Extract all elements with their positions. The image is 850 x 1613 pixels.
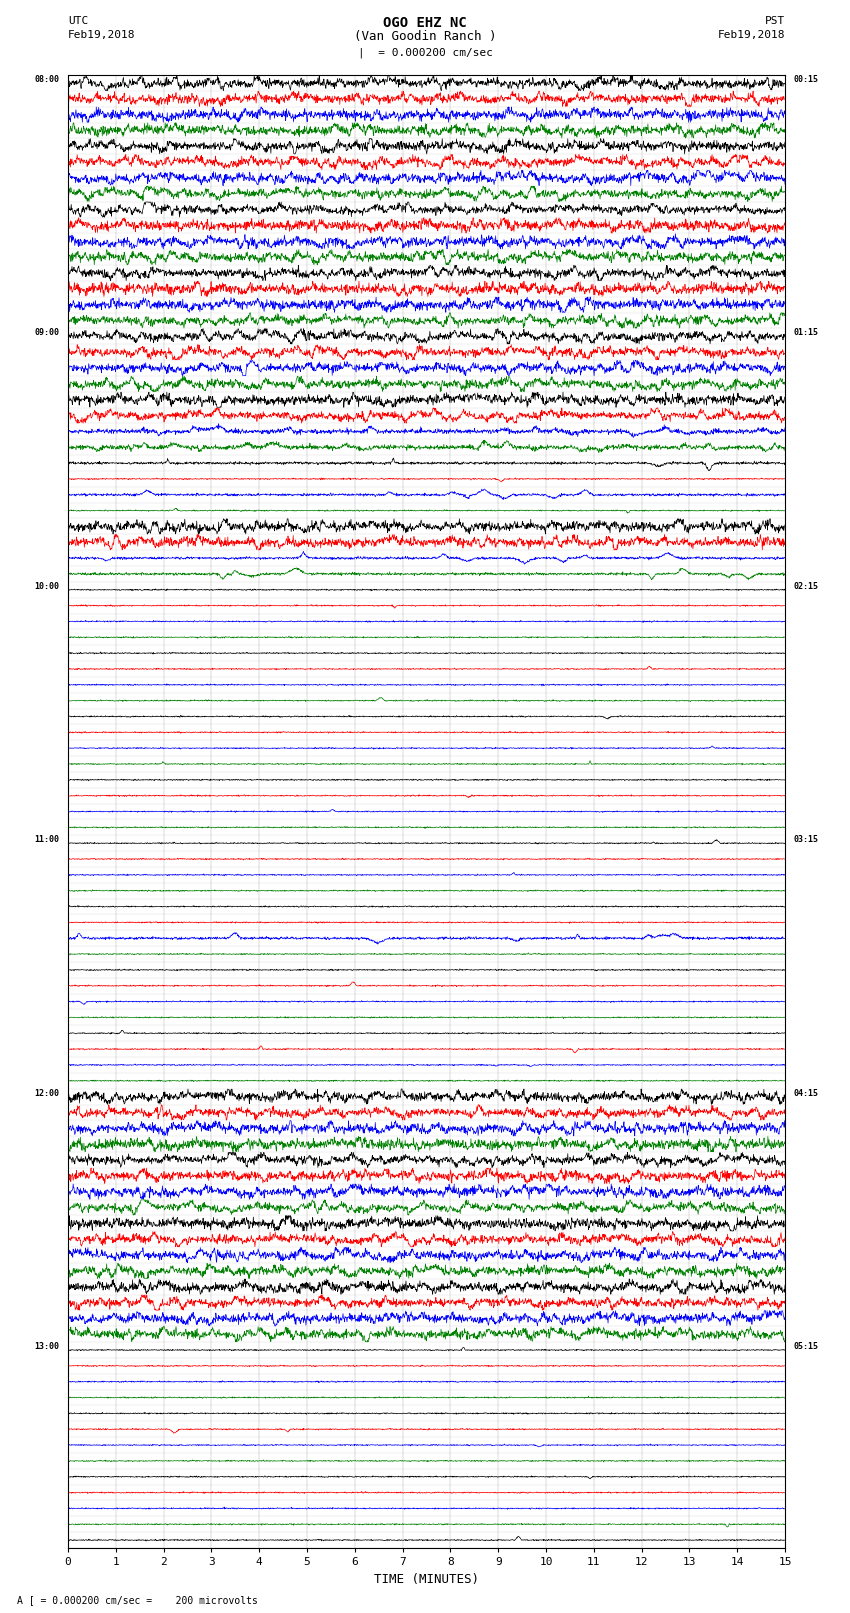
Text: 12:00: 12:00 <box>34 1089 60 1098</box>
Text: 00:15: 00:15 <box>794 74 819 84</box>
Text: 10:00: 10:00 <box>34 582 60 590</box>
Text: 05:15: 05:15 <box>794 1342 819 1352</box>
Text: 01:15: 01:15 <box>794 329 819 337</box>
Text: UTC: UTC <box>68 16 88 26</box>
Text: 09:00: 09:00 <box>34 329 60 337</box>
Text: 02:15: 02:15 <box>794 582 819 590</box>
Text: Feb19,2018: Feb19,2018 <box>68 31 135 40</box>
Text: Feb19,2018: Feb19,2018 <box>717 31 785 40</box>
Text: |  = 0.000200 cm/sec: | = 0.000200 cm/sec <box>358 48 492 58</box>
Text: 03:15: 03:15 <box>794 836 819 844</box>
Text: 04:15: 04:15 <box>794 1089 819 1098</box>
Text: 13:00: 13:00 <box>34 1342 60 1352</box>
Text: (Van Goodin Ranch ): (Van Goodin Ranch ) <box>354 31 496 44</box>
Text: 08:00: 08:00 <box>34 74 60 84</box>
Text: OGO EHZ NC: OGO EHZ NC <box>383 16 467 31</box>
Text: A [ = 0.000200 cm/sec =    200 microvolts: A [ = 0.000200 cm/sec = 200 microvolts <box>17 1595 258 1605</box>
Text: 11:00: 11:00 <box>34 836 60 844</box>
Text: PST: PST <box>765 16 785 26</box>
X-axis label: TIME (MINUTES): TIME (MINUTES) <box>374 1573 479 1586</box>
